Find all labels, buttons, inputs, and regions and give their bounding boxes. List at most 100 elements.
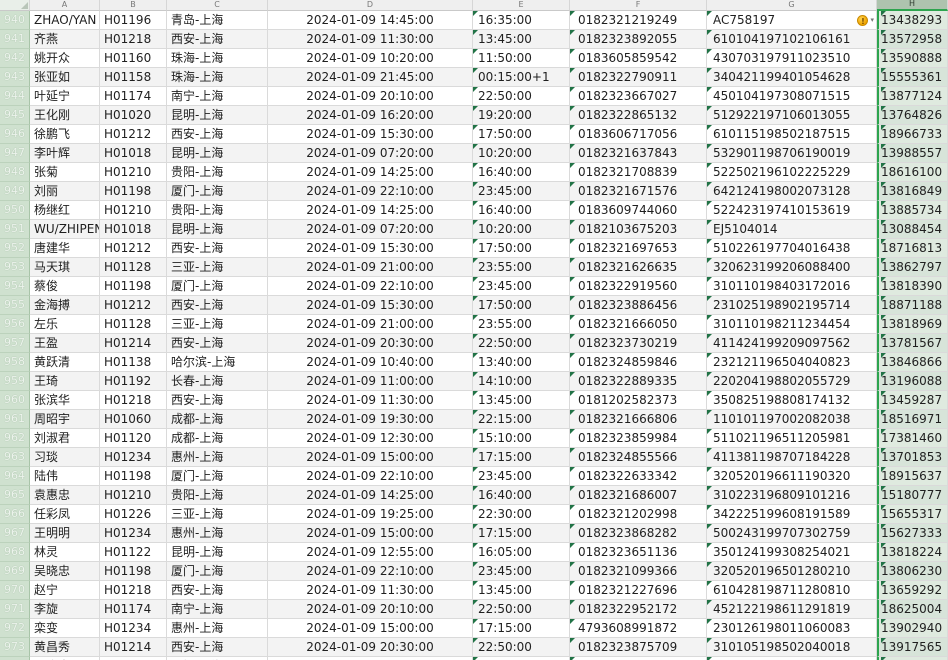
cell-D942[interactable]: 2024-01-09 10:20:00 <box>268 49 473 68</box>
cell-E961[interactable]: 22:15:00 <box>473 410 570 429</box>
cell-G953[interactable]: 320623199206088400 <box>707 258 877 277</box>
row-header[interactable]: 956 <box>0 315 30 334</box>
cell-B973[interactable]: H01214 <box>100 638 167 657</box>
cell-E940[interactable]: 16:35:00 <box>473 11 570 30</box>
cell-G961[interactable]: 110101197002082038 <box>707 410 877 429</box>
cell-A956[interactable]: 左乐 <box>30 315 100 334</box>
cell-F972[interactable]: 4793608991872 <box>570 619 707 638</box>
row-header[interactable]: 944 <box>0 87 30 106</box>
cell-F965[interactable]: 0182321686007 <box>570 486 707 505</box>
cell-H943[interactable]: 15555361 <box>877 68 948 87</box>
cell-E951[interactable]: 10:20:00 <box>473 220 570 239</box>
cell-H950[interactable]: 13885734 <box>877 201 948 220</box>
cell-H962[interactable]: 17381460 <box>877 429 948 448</box>
cell-F949[interactable]: 0182321671576 <box>570 182 707 201</box>
cell-A968[interactable]: 林灵 <box>30 543 100 562</box>
cell-E964[interactable]: 23:45:00 <box>473 467 570 486</box>
cell-B957[interactable]: H01214 <box>100 334 167 353</box>
cell-C943[interactable]: 珠海-上海 <box>167 68 268 87</box>
cell-C963[interactable]: 惠州-上海 <box>167 448 268 467</box>
cell-C956[interactable]: 三亚-上海 <box>167 315 268 334</box>
cell-A955[interactable]: 金海搏 <box>30 296 100 315</box>
column-header-G[interactable]: G <box>707 0 877 11</box>
row-header[interactable]: 969 <box>0 562 30 581</box>
cell-B971[interactable]: H01174 <box>100 600 167 619</box>
cell-B954[interactable]: H01198 <box>100 277 167 296</box>
cell-E967[interactable]: 17:15:00 <box>473 524 570 543</box>
row-header[interactable]: 967 <box>0 524 30 543</box>
cell-C966[interactable]: 三亚-上海 <box>167 505 268 524</box>
cell-E948[interactable]: 16:40:00 <box>473 163 570 182</box>
cell-F944[interactable]: 0182323667027 <box>570 87 707 106</box>
cell-F959[interactable]: 0182322889335 <box>570 372 707 391</box>
cell-B968[interactable]: H01122 <box>100 543 167 562</box>
cell-E959[interactable]: 14:10:00 <box>473 372 570 391</box>
cell-G972[interactable]: 230126198011060083 <box>707 619 877 638</box>
cell-G973[interactable]: 310105198502040018 <box>707 638 877 657</box>
cell-F970[interactable]: 0182321227696 <box>570 581 707 600</box>
cell-C950[interactable]: 贵阳-上海 <box>167 201 268 220</box>
row-header[interactable]: 943 <box>0 68 30 87</box>
cell-B942[interactable]: H01160 <box>100 49 167 68</box>
cell-F962[interactable]: 0182323859984 <box>570 429 707 448</box>
cell-D969[interactable]: 2024-01-09 22:10:00 <box>268 562 473 581</box>
cell-B943[interactable]: H01158 <box>100 68 167 87</box>
cell-G957[interactable]: 411424199209097562 <box>707 334 877 353</box>
row-header[interactable]: 971 <box>0 600 30 619</box>
cell-B972[interactable]: H01234 <box>100 619 167 638</box>
row-header[interactable]: 966 <box>0 505 30 524</box>
cell-H959[interactable]: 13196088 <box>877 372 948 391</box>
cell-G946[interactable]: 610115198502187515 <box>707 125 877 144</box>
cell-H968[interactable]: 13818224 <box>877 543 948 562</box>
cell-C949[interactable]: 厦门-上海 <box>167 182 268 201</box>
cell-H973[interactable]: 13917565 <box>877 638 948 657</box>
cell-A963[interactable]: 习琰 <box>30 448 100 467</box>
cell-G947[interactable]: 532901198706190019 <box>707 144 877 163</box>
cell-E945[interactable]: 19:20:00 <box>473 106 570 125</box>
cell-D957[interactable]: 2024-01-09 20:30:00 <box>268 334 473 353</box>
cell-H948[interactable]: 18616100 <box>877 163 948 182</box>
cell-D954[interactable]: 2024-01-09 22:10:00 <box>268 277 473 296</box>
row-header[interactable]: 957 <box>0 334 30 353</box>
cell-B962[interactable]: H01120 <box>100 429 167 448</box>
cell-B946[interactable]: H01212 <box>100 125 167 144</box>
cell-G958[interactable]: 232121196504040823 <box>707 353 877 372</box>
cell-F940[interactable]: 0182321219249 <box>570 11 707 30</box>
column-header-A[interactable]: A <box>30 0 100 11</box>
cell-D958[interactable]: 2024-01-09 10:40:00 <box>268 353 473 372</box>
cell-A964[interactable]: 陆伟 <box>30 467 100 486</box>
cell-A966[interactable]: 任彩凤 <box>30 505 100 524</box>
cell-C948[interactable]: 贵阳-上海 <box>167 163 268 182</box>
cell-E947[interactable]: 10:20:00 <box>473 144 570 163</box>
cell-A954[interactable]: 蔡俊 <box>30 277 100 296</box>
cell-B965[interactable]: H01210 <box>100 486 167 505</box>
cell-D964[interactable]: 2024-01-09 22:10:00 <box>268 467 473 486</box>
cell-B967[interactable]: H01234 <box>100 524 167 543</box>
row-header[interactable]: 962 <box>0 429 30 448</box>
row-header[interactable]: 945 <box>0 106 30 125</box>
cell-D940[interactable]: 2024-01-09 14:45:00 <box>268 11 473 30</box>
cell-A940[interactable]: ZHAO/YAN <box>30 11 100 30</box>
cell-E963[interactable]: 17:15:00 <box>473 448 570 467</box>
cell-E949[interactable]: 23:45:00 <box>473 182 570 201</box>
cell-E954[interactable]: 23:45:00 <box>473 277 570 296</box>
row-header[interactable]: 959 <box>0 372 30 391</box>
cell-A961[interactable]: 周昭宇 <box>30 410 100 429</box>
cell-A949[interactable]: 刘丽 <box>30 182 100 201</box>
cell-D944[interactable]: 2024-01-09 20:10:00 <box>268 87 473 106</box>
cell-H954[interactable]: 13818390 <box>877 277 948 296</box>
cell-B951[interactable]: H01018 <box>100 220 167 239</box>
cell-D970[interactable]: 2024-01-09 11:30:00 <box>268 581 473 600</box>
cell-B953[interactable]: H01128 <box>100 258 167 277</box>
cell-H946[interactable]: 18966733 <box>877 125 948 144</box>
cell-E972[interactable]: 17:15:00 <box>473 619 570 638</box>
cell-H945[interactable]: 13764826 <box>877 106 948 125</box>
cell-A958[interactable]: 黄跃清 <box>30 353 100 372</box>
cell-D961[interactable]: 2024-01-09 19:30:00 <box>268 410 473 429</box>
cell-B945[interactable]: H01020 <box>100 106 167 125</box>
cell-F948[interactable]: 0182321708839 <box>570 163 707 182</box>
cell-A944[interactable]: 叶延宁 <box>30 87 100 106</box>
cell-C945[interactable]: 昆明-上海 <box>167 106 268 125</box>
cell-G963[interactable]: 411381198707184228 <box>707 448 877 467</box>
cell-A962[interactable]: 刘淑君 <box>30 429 100 448</box>
